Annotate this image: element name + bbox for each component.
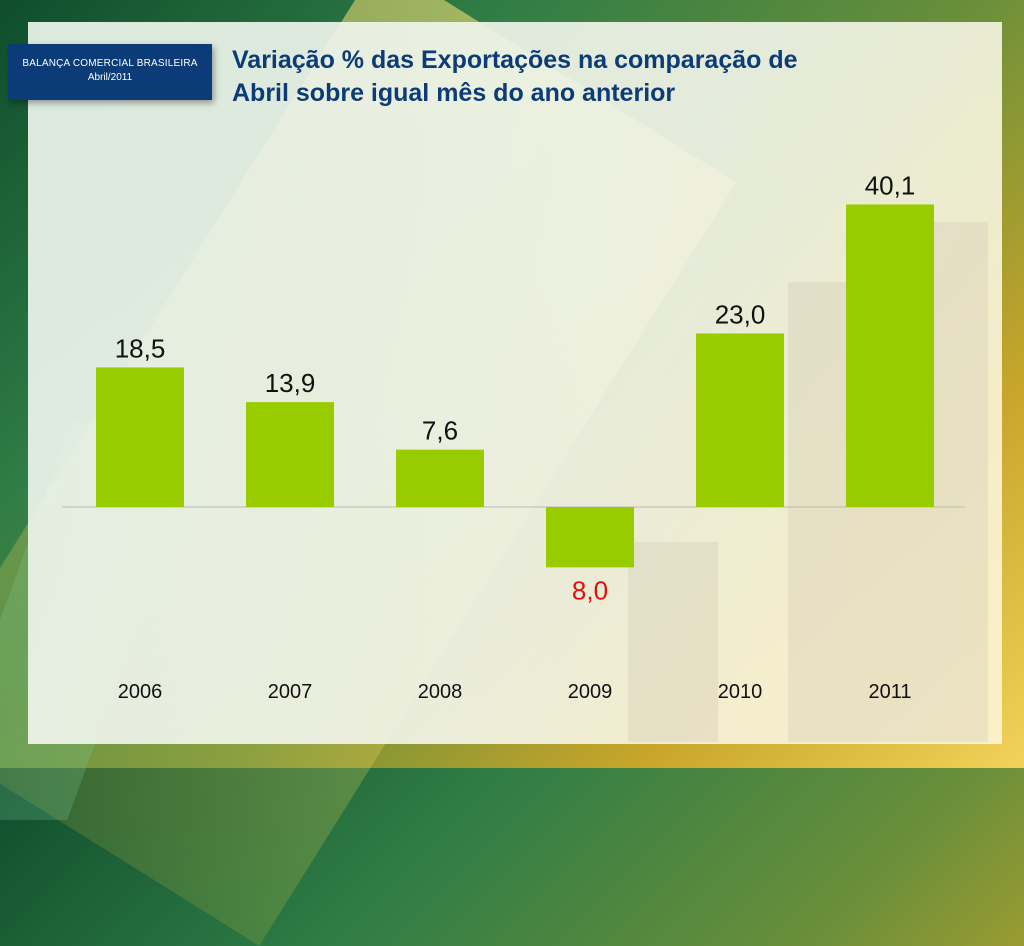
data-label-2011: 40,1 <box>865 170 916 200</box>
x-tick-label-2009: 2009 <box>568 681 613 703</box>
chart-title-line-2: Abril sobre igual mês do ano anterior <box>232 79 676 107</box>
chart-title: Variação % das Exportações na comparação… <box>232 44 832 110</box>
x-tick-label-2011: 2011 <box>868 681 911 703</box>
badge-title: BALANÇA COMERCIAL BRASILEIRA <box>22 58 198 69</box>
x-tick-label-2006: 2006 <box>118 681 163 703</box>
data-label-2010: 23,0 <box>715 299 766 329</box>
data-label-2009: 8,0 <box>572 575 608 605</box>
report-badge: BALANÇA COMERCIAL BRASILEIRA Abril/2011 <box>8 44 212 100</box>
data-label-2006: 18,5 <box>115 333 166 363</box>
background-bar-decoration <box>628 542 718 742</box>
bar-2011 <box>846 204 934 507</box>
chart-title-line-1: Variação % das Exportações na comparação… <box>232 46 798 74</box>
bar-2009 <box>546 507 634 568</box>
badge-date: Abril/2011 <box>87 72 133 83</box>
bar-chart: 18,5 2006 13,9 2007 7,6 2008 8,0 2009 23,0 2010 40… <box>62 170 965 703</box>
bar-2006 <box>96 367 184 507</box>
x-tick-label-2007: 2007 <box>268 681 313 703</box>
data-label-2008: 7,6 <box>422 416 458 446</box>
data-label-2007: 13,9 <box>265 368 316 398</box>
bar-2007 <box>246 402 334 507</box>
bar-2010 <box>696 333 784 507</box>
x-tick-label-2008: 2008 <box>418 681 463 703</box>
bar-2008 <box>396 449 484 507</box>
x-tick-label-2010: 2010 <box>718 681 763 703</box>
